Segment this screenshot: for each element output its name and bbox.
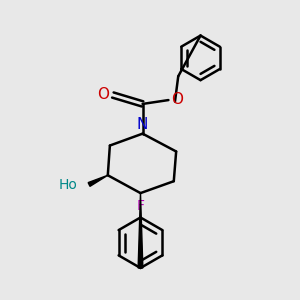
Text: O: O — [171, 92, 183, 107]
Text: F: F — [136, 199, 145, 213]
Polygon shape — [138, 193, 143, 268]
Polygon shape — [88, 175, 108, 186]
Text: N: N — [137, 117, 148, 132]
Text: Ho: Ho — [58, 178, 77, 192]
Text: O: O — [97, 87, 109, 102]
